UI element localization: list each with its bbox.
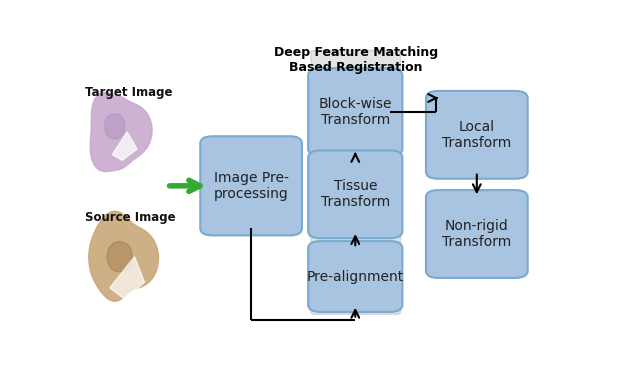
Polygon shape: [105, 114, 125, 139]
Text: Target Image: Target Image: [85, 86, 172, 99]
FancyBboxPatch shape: [200, 136, 302, 236]
Text: Non-rigid
Transform: Non-rigid Transform: [442, 219, 511, 249]
Polygon shape: [89, 211, 159, 301]
Text: Deep Feature Matching
Based Registration: Deep Feature Matching Based Registration: [274, 46, 438, 74]
Text: Local
Transform: Local Transform: [442, 120, 511, 150]
Polygon shape: [112, 132, 137, 160]
FancyBboxPatch shape: [426, 190, 527, 278]
Text: Pre-alignment: Pre-alignment: [307, 269, 404, 283]
Text: Source Image: Source Image: [85, 210, 175, 223]
Text: Image Pre-
processing: Image Pre- processing: [214, 171, 289, 201]
Text: Tissue
Transform: Tissue Transform: [321, 179, 390, 209]
Polygon shape: [110, 257, 145, 299]
FancyBboxPatch shape: [311, 50, 401, 314]
Text: Block-wise
Transform: Block-wise Transform: [319, 97, 392, 127]
Polygon shape: [90, 92, 152, 171]
Polygon shape: [107, 241, 132, 272]
FancyBboxPatch shape: [426, 91, 527, 179]
FancyBboxPatch shape: [308, 151, 403, 238]
FancyBboxPatch shape: [308, 241, 403, 312]
FancyBboxPatch shape: [308, 68, 403, 156]
